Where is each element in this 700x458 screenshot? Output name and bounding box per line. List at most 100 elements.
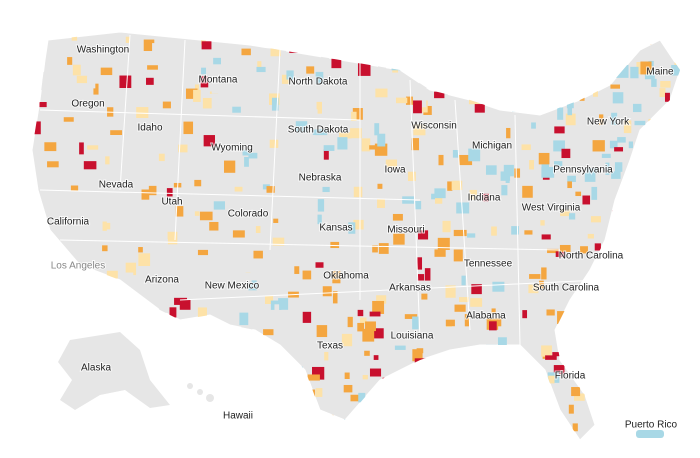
place-label: Los Angeles — [51, 261, 106, 272]
county-patch — [241, 48, 251, 56]
county-patch — [339, 116, 344, 121]
county-patch — [656, 406, 667, 413]
county-patch — [58, 436, 70, 440]
county-patch — [628, 374, 639, 384]
county-patch — [631, 373, 637, 387]
county-patch — [81, 85, 88, 96]
county-patch — [546, 309, 555, 316]
county-patch — [651, 295, 661, 306]
county-patch — [302, 311, 312, 323]
county-patch — [159, 380, 166, 386]
county-patch — [330, 170, 342, 182]
place-label: Alaska — [81, 363, 111, 374]
county-patch — [467, 233, 476, 238]
county-patch — [171, 397, 176, 409]
county-patch — [245, 272, 252, 284]
county-patch — [635, 293, 648, 303]
county-patch — [653, 332, 667, 344]
county-patch — [135, 332, 143, 340]
county-patch — [364, 350, 370, 356]
county-patch — [358, 392, 366, 403]
county-patch — [681, 333, 691, 344]
county-patch — [93, 422, 104, 432]
county-patch — [477, 73, 487, 83]
county-patch — [289, 396, 295, 408]
county-patch — [307, 374, 320, 381]
county-patch — [547, 84, 555, 97]
county-patch — [587, 233, 594, 239]
county-patch — [198, 426, 211, 433]
county-patch — [245, 375, 250, 385]
county-patch — [374, 123, 380, 136]
county-patch — [573, 61, 584, 69]
county-patch — [604, 362, 610, 371]
county-patch — [158, 173, 166, 184]
county-patch — [541, 267, 547, 280]
county-patch — [520, 56, 530, 66]
county-patch — [485, 344, 497, 350]
county-patch — [421, 40, 429, 46]
county-patch — [580, 246, 588, 254]
county-patch — [672, 291, 680, 297]
county-patch — [254, 375, 264, 386]
county-patch — [648, 118, 657, 125]
county-patch — [353, 219, 364, 230]
county-patch — [377, 133, 386, 147]
county-patch — [496, 40, 506, 47]
county-patch — [640, 35, 652, 45]
place-label: Oklahoma — [323, 271, 369, 282]
county-patch — [211, 108, 217, 116]
place-label: Hawaii — [223, 411, 253, 422]
county-patch — [468, 148, 481, 162]
county-patch — [100, 429, 110, 440]
county-patch — [634, 120, 646, 126]
county-patch — [53, 339, 61, 345]
county-patch — [362, 328, 375, 342]
county-patch — [99, 306, 110, 315]
county-patch — [41, 78, 51, 91]
county-patch — [279, 421, 289, 430]
county-patch — [514, 168, 521, 178]
county-patch — [459, 154, 473, 166]
county-patch — [248, 280, 257, 291]
county-patch — [614, 162, 623, 172]
county-patch — [672, 131, 680, 143]
county-patch — [217, 388, 224, 402]
county-patch — [274, 304, 280, 311]
county-patch — [55, 388, 64, 396]
county-patch — [332, 271, 341, 284]
county-patch — [148, 185, 157, 196]
county-patch — [645, 272, 659, 284]
county-patch — [428, 32, 435, 38]
county-patch — [582, 195, 591, 205]
county-patch — [323, 414, 334, 420]
county-patch — [218, 403, 229, 410]
county-patch — [158, 304, 167, 313]
county-patch — [481, 58, 491, 71]
county-patch — [152, 43, 164, 54]
county-patch — [310, 422, 321, 435]
county-patch — [317, 199, 325, 212]
county-patch — [253, 250, 263, 259]
county-patch — [511, 226, 519, 235]
county-patch — [510, 368, 516, 380]
county-patch — [407, 171, 416, 182]
county-patch — [202, 97, 212, 109]
county-patch — [256, 66, 266, 73]
county-patch — [411, 138, 420, 151]
county-patch — [385, 118, 391, 131]
county-patch — [185, 88, 198, 99]
county-patch — [454, 411, 465, 423]
county-patch — [195, 323, 202, 336]
county-patch — [243, 82, 249, 92]
county-patch — [396, 97, 408, 104]
county-patch — [529, 274, 541, 279]
county-patch — [453, 229, 467, 237]
county-patch — [144, 314, 157, 326]
county-patch — [529, 160, 534, 170]
county-patch — [491, 226, 497, 236]
county-patch — [38, 366, 47, 378]
county-patch — [179, 378, 185, 391]
county-patch — [335, 227, 349, 240]
county-patch — [592, 88, 598, 97]
